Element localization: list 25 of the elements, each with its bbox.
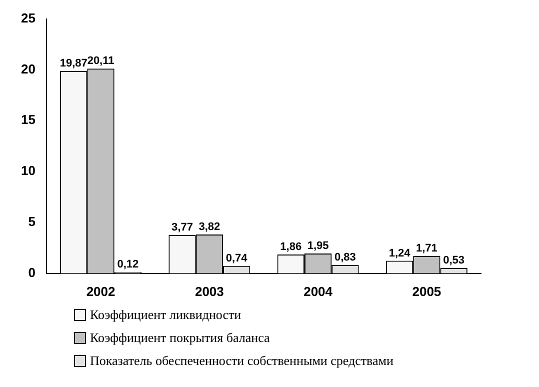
data-label: 1,71 <box>416 242 438 255</box>
text: Коэффициент ликвидности <box>90 306 242 322</box>
data-label: 1,24 <box>388 247 412 260</box>
legend-label: Коэффициент покрытия баланса <box>90 330 270 346</box>
x-tick-label: 2003 <box>194 284 224 299</box>
data-label: 3,77 <box>172 222 193 234</box>
x-tick-label: 2005 <box>412 284 442 299</box>
legend-label: Показатель обеспеченности собственными средствами <box>90 352 394 368</box>
y-tick-label: 10 <box>20 163 36 178</box>
data-label: 20,11 <box>87 55 114 68</box>
x-tick-label: 2002 <box>86 284 116 299</box>
data-label: 0,53 <box>443 254 465 267</box>
data-label: 0,83 <box>334 251 356 264</box>
data-label: 3,82 <box>198 221 220 234</box>
y-tick-label: 0 <box>28 264 36 280</box>
y-tick-label: 5 <box>28 214 36 230</box>
y-tick-label: 25 <box>20 10 36 26</box>
data-label: 1,95 <box>307 240 329 252</box>
x-tick-label: 2004 <box>304 284 334 299</box>
data-label: 19,87 <box>60 58 88 70</box>
y-tick-label: 20 <box>20 61 36 76</box>
data-label: 0,12 <box>117 258 139 271</box>
data-label: 1,86 <box>280 240 302 253</box>
data-label: 0,74 <box>226 252 248 264</box>
y-tick-label: 15 <box>20 112 36 128</box>
